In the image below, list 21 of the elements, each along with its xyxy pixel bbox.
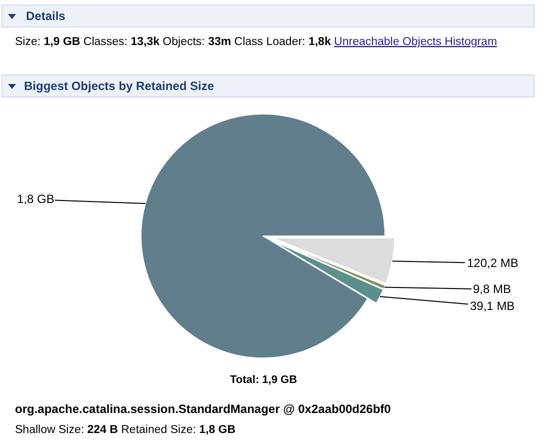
- text: Size:: [15, 36, 41, 48]
- text: 1,8k: [308, 36, 332, 48]
- text: 1,9 GB: [44, 36, 80, 48]
- text: Retained Size:: [121, 424, 196, 436]
- text: 1,8 GB: [17, 192, 54, 206]
- text: 1,8 GB: [199, 424, 236, 436]
- text: 33m: [208, 36, 232, 48]
- chart-title: Biggest Objects by Retained Size: [24, 79, 214, 94]
- text: Total: 1,9 GB: [230, 374, 298, 386]
- data-label: 9,8 MB: [473, 282, 512, 296]
- data-label: 39,1 MB: [470, 299, 515, 313]
- text: org.apache.catalina.session.StandardManager @ 0x2aab00d26bf0: [15, 402, 392, 416]
- text: Class Loader:: [234, 36, 306, 48]
- text: Shallow Size:: [15, 424, 84, 436]
- text: 224 B: [87, 424, 118, 436]
- text: Classes:: [83, 36, 128, 48]
- data-label: 120,2 MB: [467, 256, 518, 270]
- text: 13,3k: [130, 36, 160, 48]
- text: Objects:: [162, 36, 205, 48]
- text: Details: [26, 9, 66, 23]
- text: Unreachable Objects Histogram: [334, 36, 498, 48]
